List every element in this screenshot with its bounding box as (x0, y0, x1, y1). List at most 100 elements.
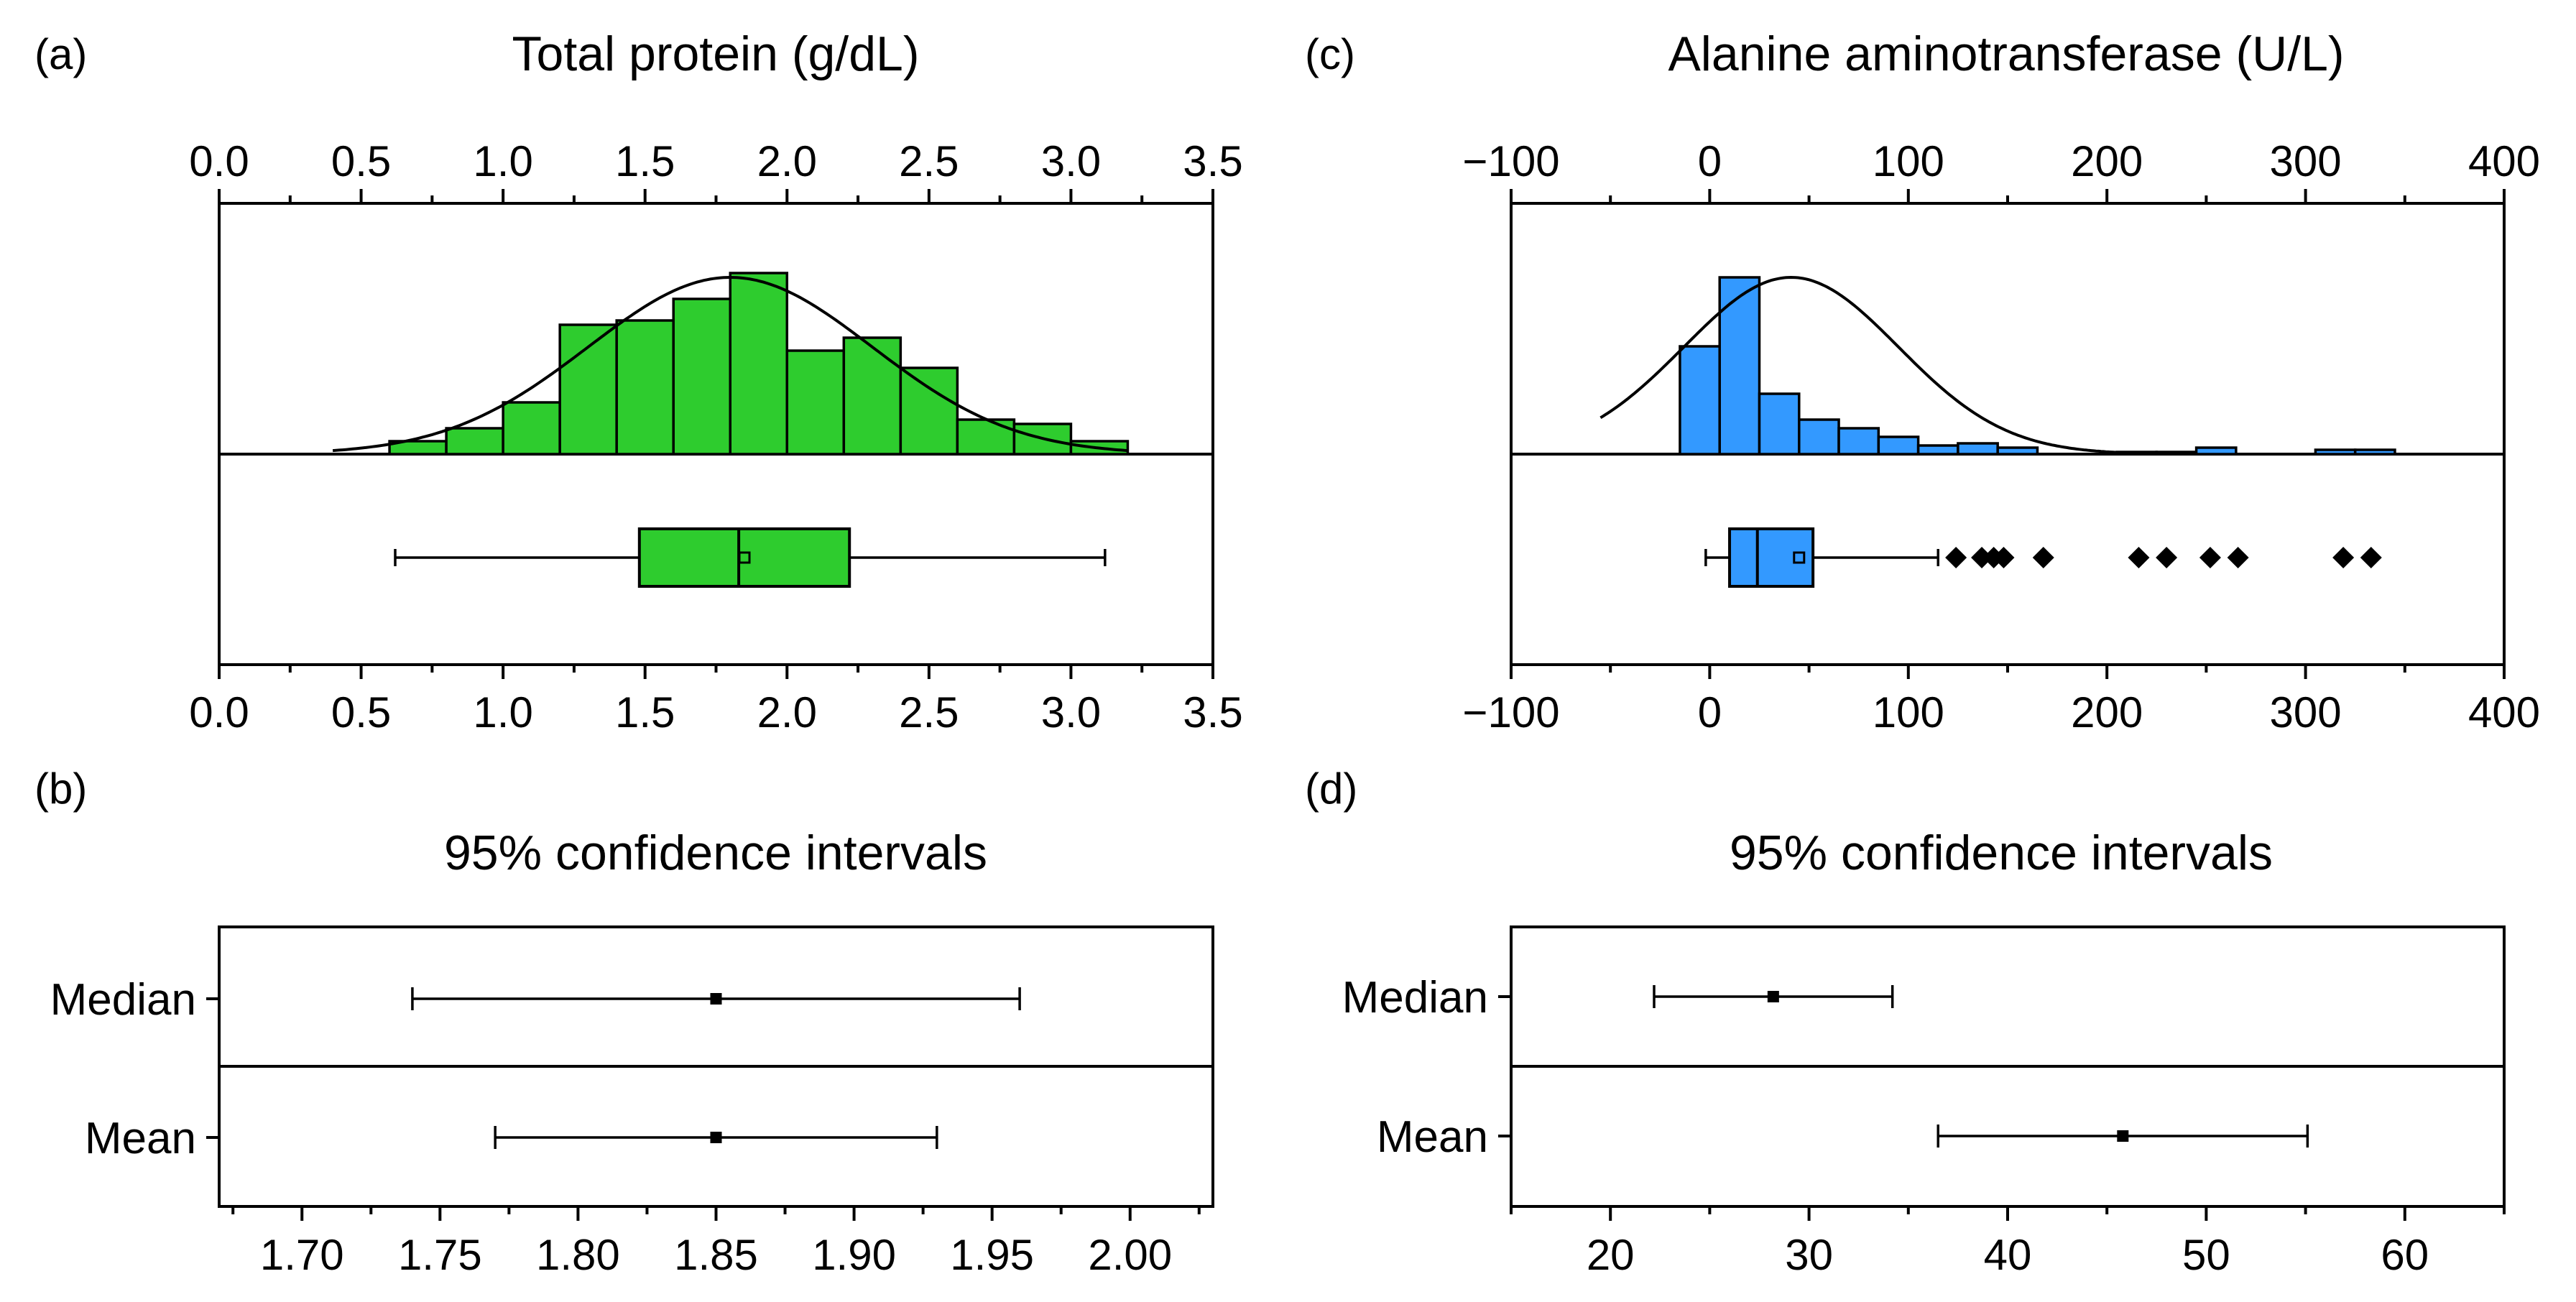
panel-c-alt-distribution: (c) Alanine aminotransferase (U/L) −100 0… (1305, 27, 2540, 737)
box-iqr (1728, 527, 1815, 588)
tick-label: 0.0 (189, 137, 249, 185)
tick-label: 300 (2270, 688, 2342, 737)
outlier-point (2332, 547, 2355, 568)
category-label: Median (1342, 973, 1488, 1022)
tick-label: 3.5 (1183, 688, 1242, 737)
panel-label-c: (c) (1305, 30, 1355, 78)
panel-label-b: (b) (34, 765, 87, 813)
x-axis-bottom-a: 0.0 0.5 1.0 1.5 2.0 2.5 3.0 3.5 (189, 665, 1243, 737)
histogram-bar (445, 427, 504, 456)
tick-label: 0 (1698, 137, 1722, 185)
histogram-bar (672, 297, 732, 456)
tick-label: −100 (1462, 137, 1559, 185)
normal-curve (332, 275, 1128, 453)
panel-label-d: (d) (1305, 765, 1357, 813)
outlier-point (2156, 547, 2178, 568)
histogram-bar (842, 336, 902, 456)
tick-label: 1.75 (398, 1231, 482, 1279)
tick-label: 1.70 (260, 1231, 344, 1279)
distribution-marks-c (1599, 275, 2396, 588)
outlier-point (2199, 547, 2221, 568)
box-mean-marker (1793, 551, 1806, 564)
outlier-point (1971, 547, 1993, 568)
panel-b-protein-ci: (b) 95% confidence intervals MedianMean … (34, 765, 1214, 1279)
ci-estimate-marker (710, 993, 722, 1005)
tick-label: 200 (2071, 137, 2143, 185)
tick-label: 2.5 (899, 688, 959, 737)
panel-label-a: (a) (34, 30, 87, 78)
box-iqr (637, 527, 851, 588)
panel-d-alt-ci: (d) 95% confidence intervals MedianMean … (1305, 765, 2506, 1279)
tick-label: 3.0 (1041, 137, 1101, 185)
tick-label: 300 (2270, 137, 2342, 185)
chart-title-a: Total protein (g/dL) (512, 27, 920, 81)
histogram-bar (785, 349, 846, 456)
tick-label: 0.5 (331, 137, 391, 185)
x-axis-bottom-c: −100 0 100 200 300 400 (1462, 665, 2540, 737)
x-axis-top-a: 0.0 0.5 1.0 1.5 2.0 2.5 3.0 3.5 (189, 137, 1243, 203)
histogram-bar (1718, 276, 1761, 456)
outlier-point (1993, 547, 2015, 568)
histogram-bar (1837, 427, 1880, 456)
histogram-bar (1957, 442, 1999, 456)
tick-label: 0.0 (189, 688, 249, 737)
x-axis-d: 20 30 40 50 60 (1510, 1206, 2506, 1279)
box-mean-marker (738, 551, 751, 564)
tick-label: 200 (2071, 688, 2143, 737)
tick-label: 1.85 (674, 1231, 758, 1279)
histogram-bar (1758, 392, 1801, 456)
outlier-point (1945, 547, 1967, 568)
tick-label: 400 (2468, 688, 2540, 737)
tick-label: 0.5 (331, 688, 391, 737)
normal-curve (1599, 275, 2187, 456)
outlier-point (2032, 547, 2054, 568)
ci-estimate-marker (1767, 991, 1779, 1002)
histogram-bar (1996, 446, 2039, 456)
tick-label: 0 (1698, 688, 1722, 737)
histogram-bar (729, 272, 789, 456)
tick-label: 2.0 (757, 688, 817, 737)
ci-estimate-marker (2117, 1130, 2129, 1142)
histogram-bar (2353, 448, 2396, 456)
histogram-bar (1916, 444, 1959, 456)
category-label: Mean (85, 1114, 196, 1163)
outlier-point (2128, 547, 2150, 568)
tick-label: 30 (1785, 1231, 1833, 1279)
histogram-bar (502, 401, 561, 456)
tick-label: 3.0 (1041, 688, 1101, 737)
histogram-bar (2314, 448, 2357, 456)
tick-label: 2.5 (899, 137, 959, 185)
histogram-bar (899, 366, 959, 456)
chart-title-c: Alanine aminotransferase (U/L) (1668, 27, 2344, 81)
outlier-point (2227, 547, 2249, 568)
panel-a-protein-distribution: (a) Total protein (g/dL) 0.0 0.5 1.0 1.5 2.0… (34, 27, 1243, 737)
tick-label: 20 (1587, 1231, 1635, 1279)
ci-estimate-marker (710, 1132, 722, 1143)
chart-title-b: 95% confidence intervals (444, 826, 987, 880)
tick-label: 100 (1873, 688, 1944, 737)
chart-title-d: 95% confidence intervals (1730, 826, 2273, 880)
histogram-bar (1798, 418, 1840, 456)
histogram-bar (956, 418, 1016, 456)
outlier-point (2360, 547, 2382, 568)
tick-label: 1.5 (615, 688, 675, 737)
x-axis-top-c: −100 0 100 200 300 400 (1462, 137, 2540, 203)
histogram-bar (2194, 446, 2238, 456)
tick-label: 40 (1984, 1231, 2032, 1279)
plot-frame-c (1510, 202, 2506, 666)
tick-label: 1.0 (473, 137, 532, 185)
tick-label: 1.90 (812, 1231, 896, 1279)
histogram-bar (615, 319, 675, 456)
tick-label: 1.0 (473, 688, 532, 737)
histogram-bar (558, 323, 618, 456)
histogram-bar (1877, 435, 1920, 456)
category-label: Mean (1377, 1112, 1488, 1162)
tick-label: 3.5 (1183, 137, 1242, 185)
histogram-bar (1679, 345, 1721, 456)
tick-label: 1.80 (536, 1231, 620, 1279)
ci-marks-b: Median Mean (50, 975, 1021, 1163)
tick-label: 50 (2182, 1231, 2230, 1279)
tick-label: 2.00 (1088, 1231, 1172, 1279)
distribution-marks-a (332, 272, 1130, 588)
